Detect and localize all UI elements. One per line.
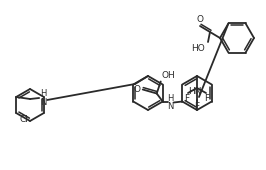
Text: F: F: [205, 94, 210, 103]
Text: H
N: H N: [168, 94, 174, 111]
Text: HN: HN: [188, 87, 202, 96]
Text: Cl: Cl: [19, 115, 28, 124]
Text: O: O: [197, 15, 203, 24]
Text: O: O: [134, 85, 141, 94]
Text: OH: OH: [162, 71, 176, 80]
Text: H
N: H N: [40, 89, 46, 107]
Text: F: F: [194, 102, 200, 111]
Text: F: F: [184, 94, 190, 103]
Text: HO: HO: [191, 44, 205, 53]
